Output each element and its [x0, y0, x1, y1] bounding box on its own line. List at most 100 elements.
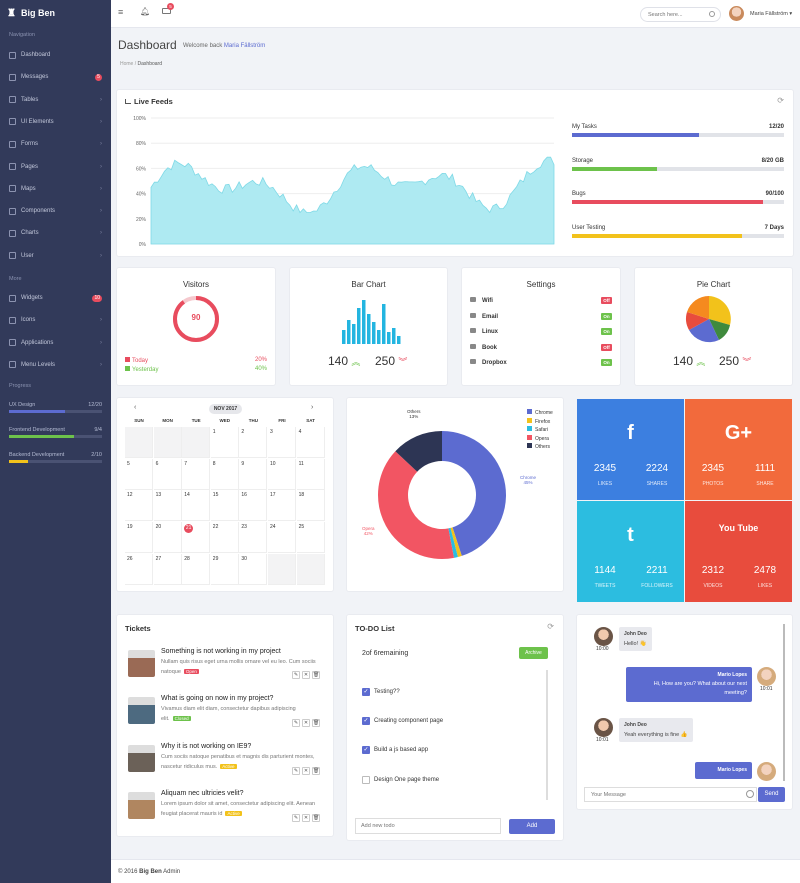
- ticket-title[interactable]: Why it is not working on IE9?: [161, 742, 252, 750]
- calendar-day[interactable]: 19: [125, 522, 153, 554]
- setting-toggle[interactable]: On: [601, 359, 612, 366]
- calendar-day[interactable]: [268, 553, 296, 585]
- todo-checkbox[interactable]: ✓: [362, 746, 370, 755]
- setting-toggle[interactable]: Off: [601, 297, 612, 304]
- calendar-day[interactable]: 26: [125, 553, 153, 585]
- sidebar-item-maps[interactable]: Maps ›: [0, 182, 111, 196]
- setting-toggle[interactable]: On: [601, 328, 612, 335]
- calendar-day[interactable]: 1: [210, 427, 239, 458]
- sidebar-item-messages[interactable]: Messages 5: [0, 70, 111, 84]
- todo-checkbox[interactable]: ✓: [362, 717, 370, 726]
- sidebar-item-components[interactable]: Components ›: [0, 204, 111, 218]
- sidebar-item-dashboard[interactable]: Dashboard: [0, 48, 111, 62]
- trash-icon[interactable]: 🗑︎: [312, 766, 320, 775]
- facebook-tile[interactable]: f 2345 LIKES 2224 SHARES: [577, 399, 684, 500]
- search-icon[interactable]: [709, 11, 715, 17]
- emoji-icon[interactable]: [746, 790, 754, 798]
- ticket-title[interactable]: What is going on now in my project?: [161, 695, 274, 703]
- calendar-day[interactable]: 27: [153, 553, 182, 585]
- setting-toggle[interactable]: Off: [601, 343, 612, 351]
- todo-checkbox[interactable]: [362, 775, 370, 784]
- edit-icon[interactable]: ✎: [292, 671, 300, 679]
- avatar[interactable]: [729, 6, 744, 21]
- ticket-item[interactable]: Something is not working in my project Nu…: [126, 648, 326, 688]
- calendar-day[interactable]: 14: [182, 490, 211, 522]
- archive-button[interactable]: Archive: [519, 647, 548, 659]
- trash-icon[interactable]: 🗑︎: [312, 813, 320, 822]
- edit-icon[interactable]: ✎: [292, 813, 300, 822]
- sidebar-item-pages[interactable]: Pages ›: [0, 160, 111, 174]
- brand[interactable]: ♜ Big Ben: [0, 0, 111, 26]
- calendar-day[interactable]: 23: [239, 522, 268, 554]
- calendar-day[interactable]: 3: [268, 427, 296, 458]
- setting-toggle[interactable]: On: [601, 312, 612, 320]
- calendar-day[interactable]: 8: [210, 458, 239, 490]
- calendar-day[interactable]: 22: [210, 522, 239, 554]
- todo-item[interactable]: ✓ Build a js based app: [362, 746, 428, 755]
- calendar-day[interactable]: 13: [153, 490, 182, 522]
- calendar-day[interactable]: 6: [153, 458, 182, 490]
- trash-icon[interactable]: 🗑︎: [312, 719, 320, 728]
- sidebar-item-icons[interactable]: Icons ›: [0, 313, 111, 327]
- chat-scrollbar[interactable]: [783, 624, 785, 781]
- calendar-day[interactable]: 15: [210, 490, 239, 522]
- calendar-day[interactable]: 2: [239, 427, 268, 458]
- sidebar-item-forms[interactable]: Forms ›: [0, 137, 111, 151]
- calendar-day[interactable]: 12: [125, 490, 153, 522]
- sidebar-item-charts[interactable]: Charts ›: [0, 226, 111, 240]
- calendar-day[interactable]: 30: [239, 553, 268, 585]
- google-plus-tile[interactable]: G+ 2345 PHOTOS 1111 SHARE: [685, 399, 792, 500]
- calendar-day[interactable]: 7: [182, 458, 211, 490]
- calendar-day[interactable]: [125, 427, 153, 458]
- menu-toggle-icon[interactable]: ≡: [118, 7, 124, 17]
- bell-icon[interactable]: 🔔︎: [140, 7, 151, 16]
- calendar-day[interactable]: 17: [268, 490, 296, 522]
- edit-icon[interactable]: ✎: [292, 766, 300, 775]
- trash-icon[interactable]: 🗑︎: [312, 671, 320, 679]
- calendar-day[interactable]: 20: [153, 522, 182, 554]
- calendar-day[interactable]: 9: [239, 458, 268, 490]
- refresh-icon[interactable]: ⟳: [547, 622, 554, 631]
- calendar-day[interactable]: 18: [296, 490, 325, 522]
- search-input[interactable]: [648, 12, 708, 18]
- sidebar-item-user[interactable]: User ›: [0, 249, 111, 263]
- send-button[interactable]: Send: [758, 787, 785, 802]
- todo-item[interactable]: ✓ Creating component page: [362, 717, 443, 726]
- new-todo-input[interactable]: [355, 818, 501, 834]
- breadcrumb-home[interactable]: Home: [120, 61, 134, 67]
- edit-icon[interactable]: ✎: [292, 719, 300, 728]
- ticket-item[interactable]: What is going on now in my project? Vivam…: [126, 695, 326, 735]
- add-todo-button[interactable]: Add: [509, 819, 555, 834]
- calendar-day[interactable]: 24: [268, 522, 296, 554]
- ticket-item[interactable]: Why it is not working on IE9? Cum sociis …: [126, 743, 326, 783]
- calendar-day[interactable]: 4: [296, 427, 325, 458]
- calendar-day[interactable]: 10: [268, 458, 296, 490]
- calendar-day[interactable]: [182, 427, 211, 458]
- mail-icon[interactable]: [162, 8, 171, 14]
- youtube-tile[interactable]: You Tube 2312 VIDEOS 2478 LIKES: [685, 501, 792, 602]
- calendar-day[interactable]: 16: [239, 490, 268, 522]
- close-icon[interactable]: ✕: [302, 766, 310, 775]
- user-menu[interactable]: Maria Fällström ▾: [750, 11, 793, 17]
- close-icon[interactable]: ✕: [302, 671, 310, 679]
- sidebar-item-ui-elements[interactable]: UI Elements ›: [0, 115, 111, 129]
- calendar-day[interactable]: [153, 427, 182, 458]
- next-month-icon[interactable]: ›: [311, 404, 314, 411]
- sidebar-item-applications[interactable]: Applications ›: [0, 336, 111, 350]
- calendar-day[interactable]: 5: [125, 458, 153, 490]
- todo-item[interactable]: ✓ Testing??: [362, 688, 400, 696]
- close-icon[interactable]: ✕: [302, 813, 310, 822]
- calendar-day[interactable]: 28: [182, 553, 211, 585]
- todo-scrollbar[interactable]: [546, 670, 548, 800]
- prev-month-icon[interactable]: ‹: [134, 404, 137, 411]
- twitter-tile[interactable]: t 1144 TWEETS 2211 FOLLOWERS: [577, 501, 684, 602]
- sidebar-item-widgets[interactable]: Widgets 10: [0, 291, 111, 305]
- ticket-title[interactable]: Aliquam nec ultricies velit?: [161, 789, 244, 797]
- ticket-item[interactable]: Aliquam nec ultricies velit? Lorem ipsum …: [126, 790, 326, 830]
- chat-message-input[interactable]: [584, 787, 757, 802]
- search-box[interactable]: [640, 7, 721, 22]
- calendar-day[interactable]: 25: [296, 522, 325, 554]
- calendar-day[interactable]: 21: [182, 522, 211, 554]
- todo-checkbox[interactable]: ✓: [362, 688, 370, 696]
- sidebar-item-tables[interactable]: Tables ›: [0, 93, 111, 107]
